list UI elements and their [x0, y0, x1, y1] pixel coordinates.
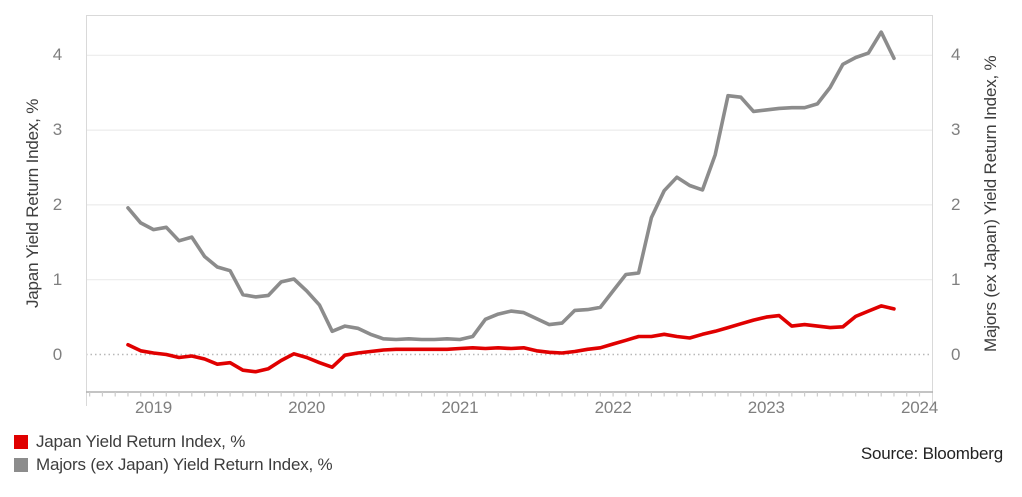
x-axis-year-label: 2020 — [288, 398, 326, 417]
x-axis-year-label: 2024 — [900, 398, 939, 417]
legend-item-majors: Majors (ex Japan) Yield Return Index, % — [14, 453, 333, 476]
left-y-tick-label: 0 — [52, 344, 62, 364]
x-axis-year-label: 2022 — [594, 398, 632, 417]
japan-series-swatch-icon — [14, 434, 28, 449]
left-y-tick-label: 4 — [52, 45, 62, 65]
right-y-tick-label: 0 — [951, 344, 961, 364]
right-y-tick-label: 1 — [951, 269, 961, 289]
right-y-axis-title: Majors (ex Japan) Yield Return Index, % — [981, 55, 1000, 352]
right-y-tick-label: 2 — [951, 194, 961, 214]
right-y-tick-label: 4 — [951, 45, 961, 65]
chart-legend: Japan Yield Return Index, % Majors (ex J… — [14, 430, 333, 476]
legend-label-japan: Japan Yield Return Index, % — [36, 431, 246, 451]
x-axis-year-label: 2021 — [441, 398, 479, 417]
majors-series-swatch-icon — [14, 457, 28, 472]
legend-item-japan: Japan Yield Return Index, % — [14, 430, 332, 453]
chart-plot-area — [86, 15, 933, 406]
left-y-tick-label: 2 — [52, 194, 62, 214]
x-axis-year-label: 2023 — [747, 398, 785, 417]
japan-series-line — [126, 304, 896, 374]
left-y-tick-label: 1 — [52, 269, 62, 289]
x-axis-year-label: 2019 — [134, 398, 173, 417]
left-y-tick-label: 3 — [52, 120, 62, 140]
legend-label-majors: Majors (ex Japan) Yield Return Index, % — [36, 454, 333, 474]
majors-series-line — [126, 30, 896, 342]
right-y-tick-label: 3 — [951, 120, 961, 140]
source-attribution: Source: Bloomberg — [860, 444, 1003, 463]
